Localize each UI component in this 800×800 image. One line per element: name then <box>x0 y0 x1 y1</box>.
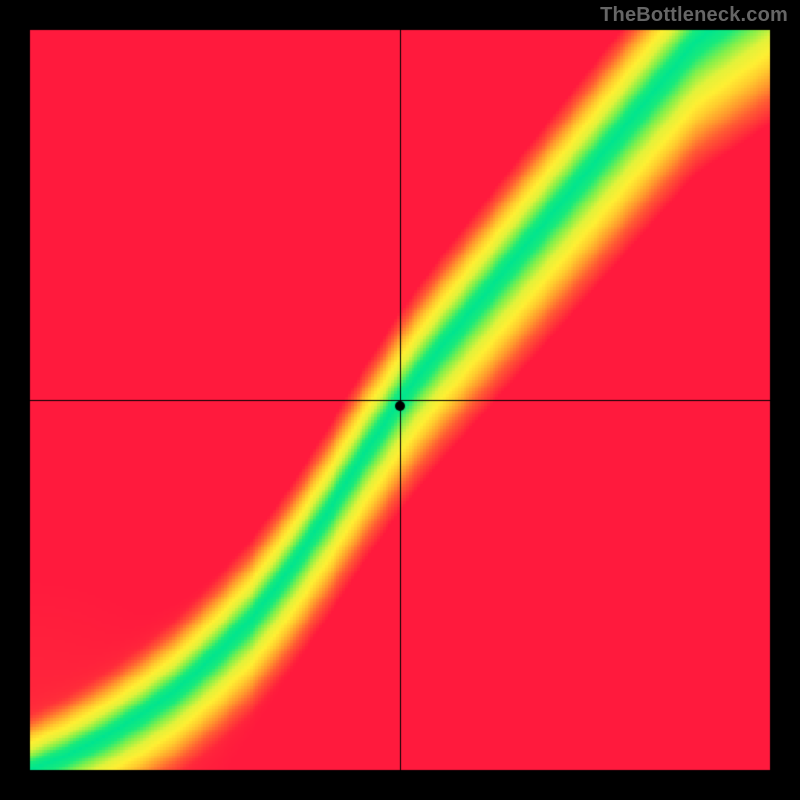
bottleneck-heatmap <box>0 0 800 800</box>
chart-container: { "watermark": { "text": "TheBottleneck.… <box>0 0 800 800</box>
watermark-text: TheBottleneck.com <box>600 4 788 27</box>
